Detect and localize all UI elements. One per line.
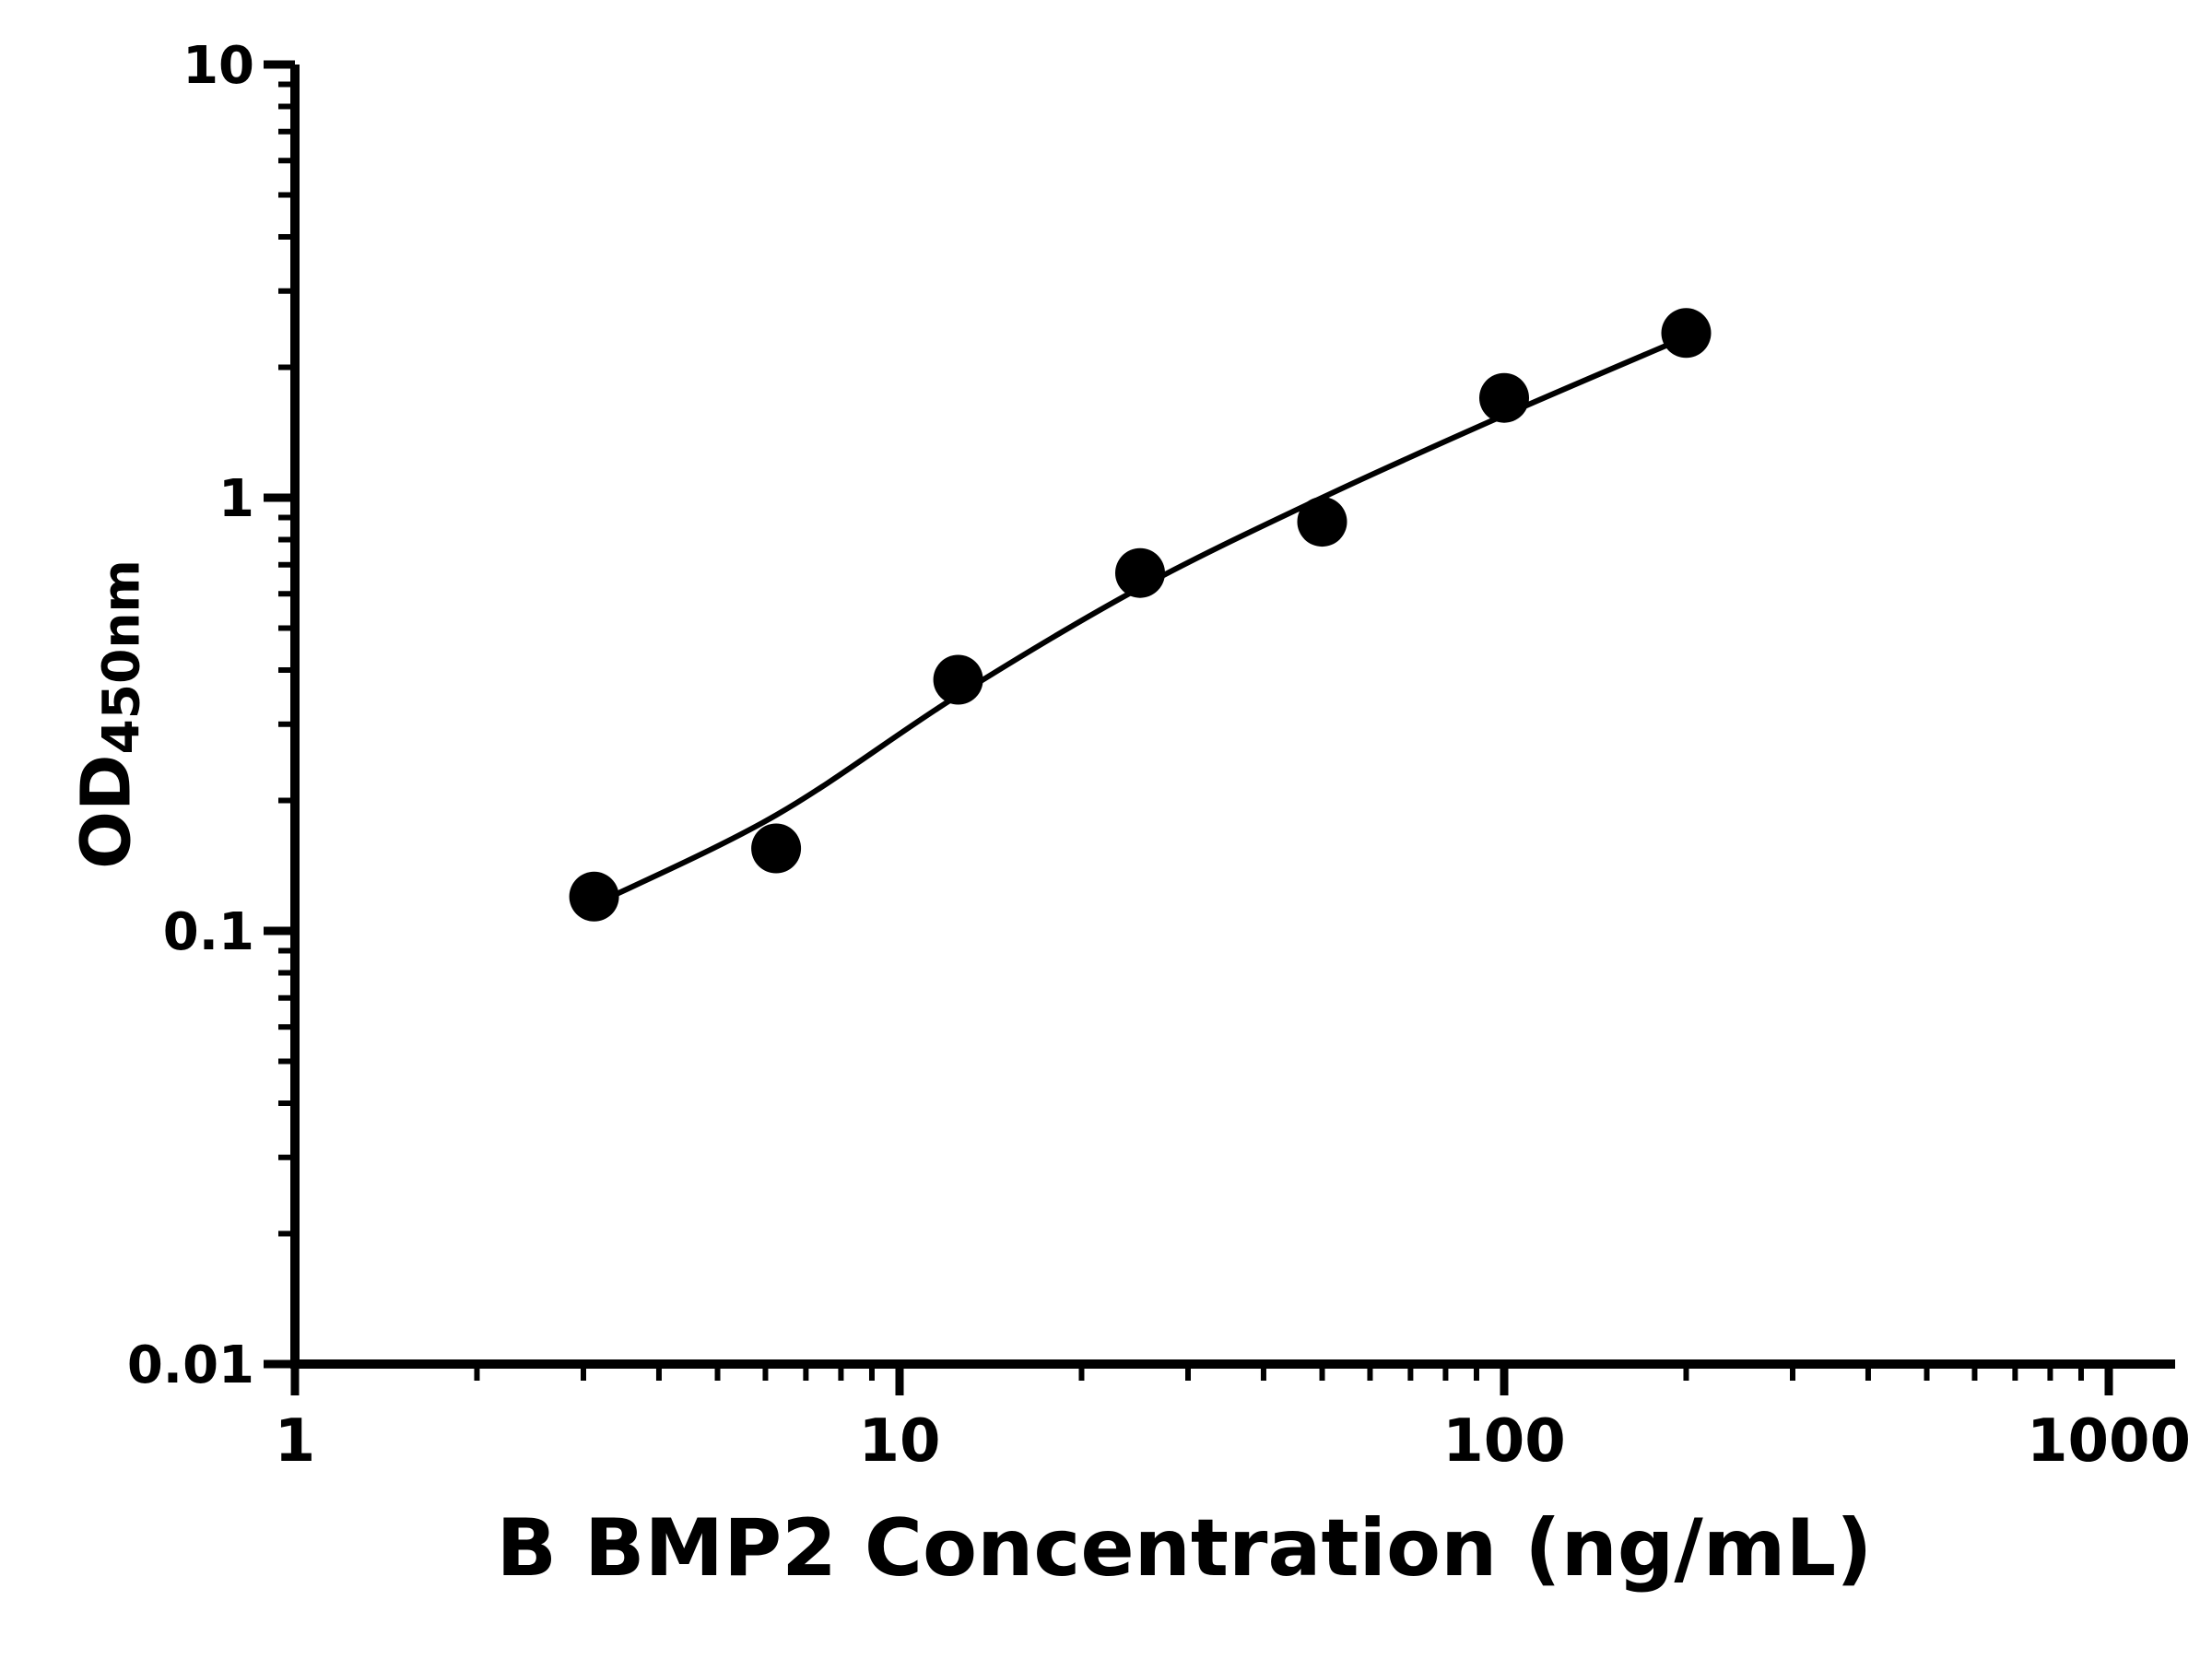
- x-tick-label: 1000: [2027, 1407, 2191, 1476]
- x-tick-label: 10: [858, 1407, 940, 1476]
- y-axis-title: OD450nm: [67, 559, 151, 869]
- axis-spine: [290, 65, 2175, 1369]
- x-tick-label: 1: [275, 1407, 316, 1476]
- y-tick-label: 10: [182, 36, 254, 96]
- y-tick-label: 0.1: [163, 902, 254, 962]
- data-point: [569, 871, 619, 922]
- y-axis-title-subscript: 450nm: [91, 559, 151, 755]
- data-point: [933, 654, 983, 705]
- y-axis-title-base: OD: [66, 754, 147, 869]
- data-point: [1479, 372, 1529, 423]
- y-tick-label: 1: [218, 469, 254, 529]
- y-tick-label: 0.01: [127, 1335, 254, 1395]
- fit-curve: [593, 334, 1688, 908]
- data-point: [1661, 308, 1712, 359]
- data-point: [751, 823, 802, 874]
- x-axis-title: B BMP2 Concentration (ng/mL): [496, 1502, 1873, 1594]
- data-point: [1115, 547, 1165, 598]
- x-tick-label: 100: [1442, 1407, 1566, 1476]
- data-point: [1297, 497, 1347, 547]
